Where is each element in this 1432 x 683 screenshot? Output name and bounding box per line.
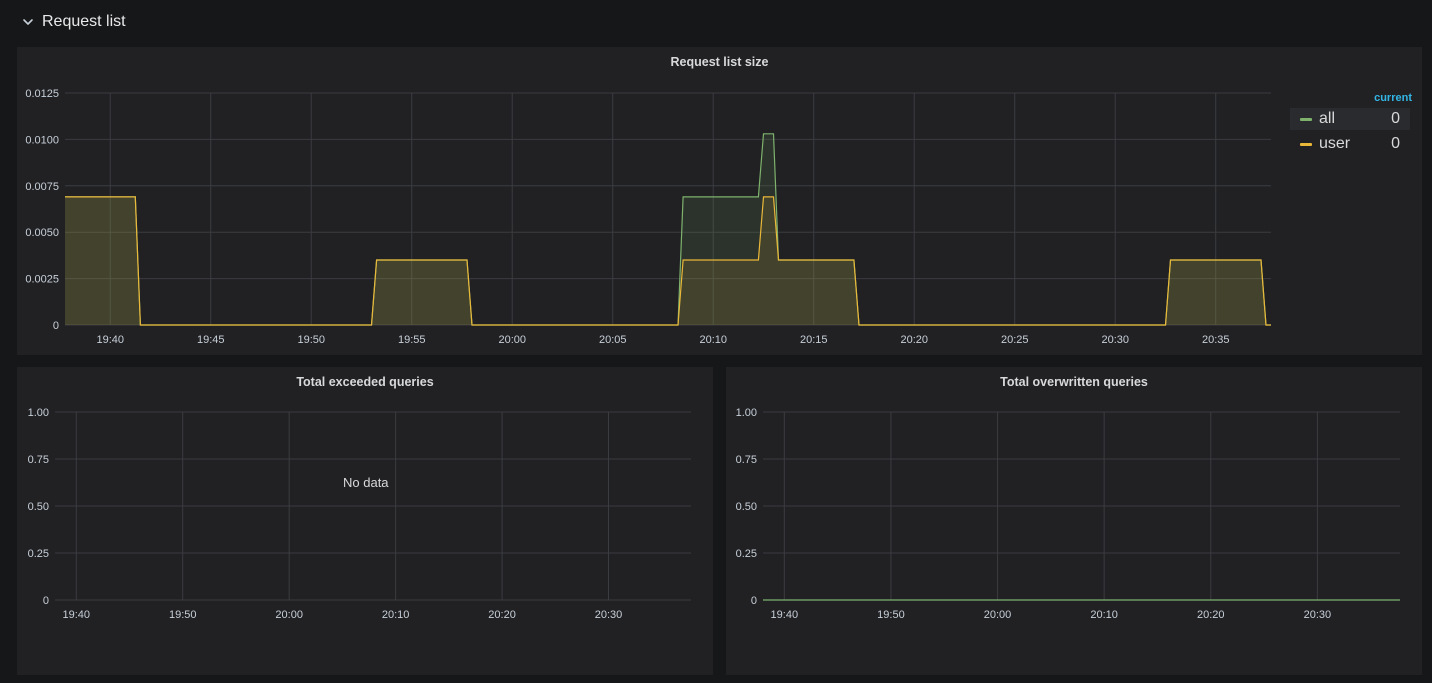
legend-value: 0 [1391,135,1400,152]
no-data-message: No data [343,475,389,490]
legend-swatch-all [1300,117,1312,121]
panel-title[interactable]: Request list size [670,55,769,69]
legend-name: all [1319,110,1336,127]
legend-item-all[interactable]: all 0 [1290,108,1410,130]
row-collapse-toggle[interactable]: Request list [20,10,126,34]
legend-name: user [1319,135,1351,152]
panel-request-list-size: Request list size current [17,47,1422,355]
panel-title[interactable]: Total exceeded queries [296,375,434,389]
panel-total-overwritten-queries: Total overwritten queries [726,367,1422,675]
panel-total-exceeded-queries: Total exceeded queries [17,367,713,675]
legend-swatch-user [1300,142,1312,146]
chevron-down-icon [23,19,33,25]
legend-current-header[interactable]: current [1374,92,1412,104]
legend-value: 0 [1391,110,1400,127]
legend-item-user[interactable]: user 0 [1290,133,1410,155]
panel-title[interactable]: Total overwritten queries [1000,375,1148,389]
row-title: Request list [42,13,126,30]
